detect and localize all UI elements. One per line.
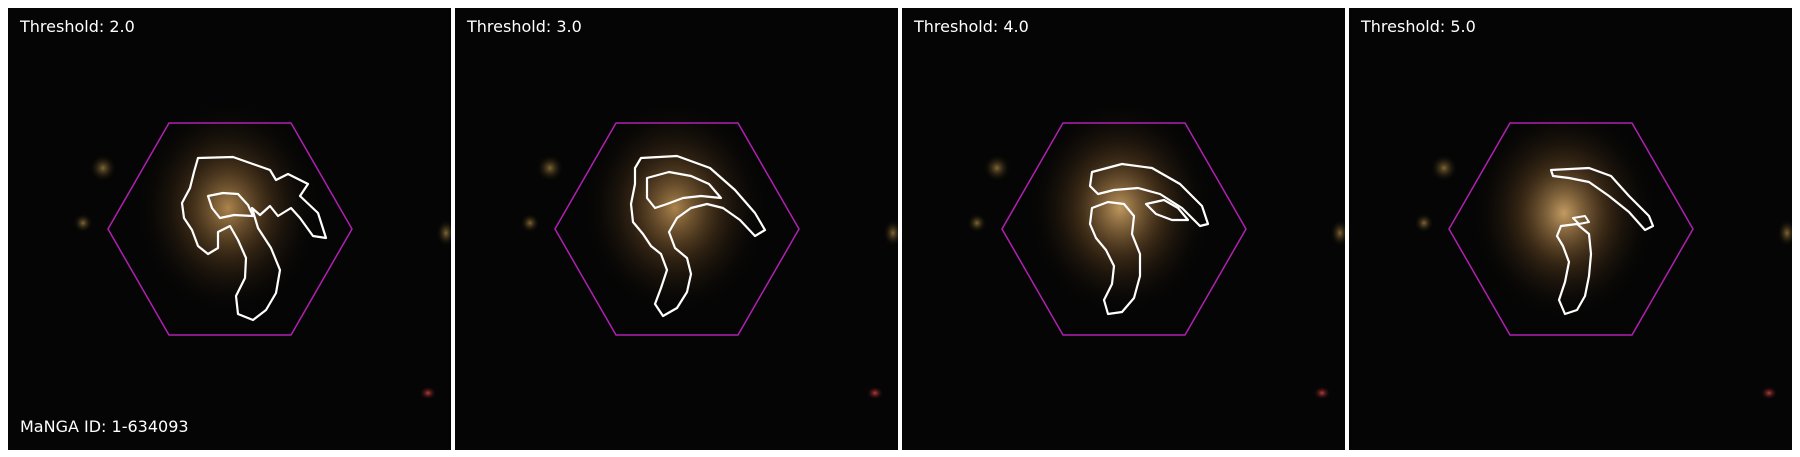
threshold-label: Threshold: 3.0 [467,17,582,36]
contour [1144,198,1190,222]
galaxy-glow [580,98,770,318]
panel-threshold-3: Threshold: 3.0 [455,8,898,450]
background-source [89,154,117,182]
background-source [967,213,987,233]
threshold-label: Threshold: 2.0 [20,17,135,36]
threshold-label: Threshold: 4.0 [914,17,1029,36]
contour [1572,215,1590,225]
background-source [1760,386,1778,400]
contour [1088,162,1210,228]
contour [645,170,723,210]
background-source [1313,386,1331,400]
background-source [1330,219,1345,247]
galaxy-image [73,98,451,400]
galaxy-glow [133,98,323,318]
panel-threshold-2: Threshold: 2.0 MaNGA ID: 1-634093 [8,8,451,450]
panel-threshold-4: Threshold: 4.0 [902,8,1345,450]
background-source [1430,154,1458,182]
contour [1088,200,1142,316]
contour [1549,166,1655,232]
ifu-hexagon [554,122,800,336]
contour [206,191,255,220]
background-source [419,386,437,400]
panel-threshold-5: Threshold: 5.0 [1349,8,1792,450]
contour [1555,222,1593,316]
background-source [73,213,93,233]
galaxy-image [1414,103,1792,400]
galaxy-glow [1469,103,1659,323]
galaxy-image [967,98,1345,400]
background-source [436,219,451,247]
background-source [983,154,1011,182]
background-source [536,154,564,182]
background-source [883,219,898,247]
background-source [1414,213,1434,233]
galaxy-image [520,98,898,400]
background-source [520,213,540,233]
ifu-hexagon [1448,122,1694,336]
background-source [866,386,884,400]
ifu-hexagon [107,122,353,336]
ifu-hexagon [1001,122,1247,336]
galaxy-glow [1025,98,1215,318]
contour [180,155,328,322]
contour [629,154,767,318]
background-source [1777,219,1792,247]
threshold-label: Threshold: 5.0 [1361,17,1476,36]
manga-id-label: MaNGA ID: 1-634093 [20,417,189,436]
